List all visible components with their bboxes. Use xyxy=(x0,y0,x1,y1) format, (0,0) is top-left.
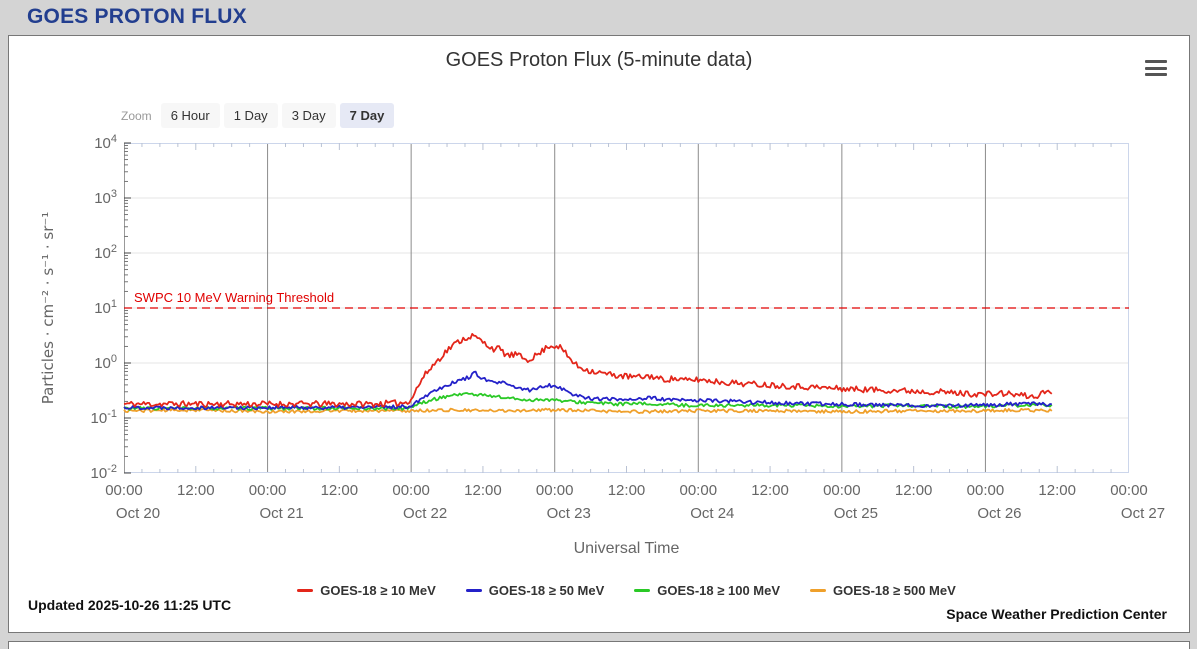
zoom-button-3day[interactable]: 3 Day xyxy=(281,103,336,128)
x-tick-label: 12:00 xyxy=(320,482,359,499)
y-tick-label: 102 xyxy=(94,243,117,262)
y-tick-label: 103 xyxy=(94,188,117,207)
legend-label: GOES-18 ≥ 100 MeV xyxy=(657,583,781,598)
x-axis-title: Universal Time xyxy=(573,540,680,557)
chart-context-menu-icon[interactable] xyxy=(1145,60,1167,76)
x-tick-label: 12:00 xyxy=(894,482,933,499)
x-date-label: Oct 25 xyxy=(833,505,878,522)
x-date-label: Oct 22 xyxy=(403,505,448,522)
zoom-toolbar: Zoom 6 Hour 1 Day 3 Day 7 Day xyxy=(121,103,398,128)
updated-timestamp: Updated 2025-10-26 11:25 UTC xyxy=(28,597,232,613)
x-date-label: Oct 24 xyxy=(690,505,735,522)
zoom-label: Zoom xyxy=(121,108,152,123)
legend-item-100mev[interactable]: GOES-18 ≥ 100 MeV xyxy=(634,583,780,598)
y-tick-label: 10-1 xyxy=(90,408,117,427)
x-date-label: Oct 23 xyxy=(546,505,591,522)
hamburger-bar xyxy=(1145,66,1167,70)
y-tick-label: 10-2 xyxy=(90,463,117,482)
next-panel-edge xyxy=(8,641,1190,649)
goes-proton-flux-panel: GOES Proton Flux (5-minute data) Zoom 6 … xyxy=(8,35,1190,633)
x-tick-label: 00:00 xyxy=(248,482,287,499)
proton-flux-chart[interactable] xyxy=(123,142,1129,474)
x-tick-label: 00:00 xyxy=(392,482,430,499)
page-header: GOES PROTON FLUX xyxy=(0,0,1197,35)
zoom-button-1day[interactable]: 1 Day xyxy=(223,103,278,128)
warning-threshold-label: SWPC 10 MeV Warning Threshold xyxy=(134,290,335,305)
hamburger-bar xyxy=(1145,73,1167,76)
chart-title: GOES Proton Flux (5-minute data) xyxy=(445,49,753,71)
page-title: GOES PROTON FLUX xyxy=(27,5,247,28)
x-date-label: Oct 26 xyxy=(977,505,1022,522)
x-tick-label: 00:00 xyxy=(823,482,861,499)
y-tick-label: 100 xyxy=(94,353,117,372)
legend-marker-icon xyxy=(634,589,651,592)
y-tick-label: 104 xyxy=(94,133,117,152)
plot-area[interactable] xyxy=(123,142,1129,474)
x-tick-label: 00:00 xyxy=(535,482,574,499)
legend-marker-icon xyxy=(297,589,314,592)
y-tick-label: 101 xyxy=(94,298,117,317)
legend-label: GOES-18 ≥ 500 MeV xyxy=(833,583,956,598)
zoom-button-6hour[interactable]: 6 Hour xyxy=(160,103,220,128)
x-date-label: Oct 27 xyxy=(1120,505,1166,522)
x-tick-label: 12:00 xyxy=(177,482,215,499)
swpc-credit: Space Weather Prediction Center xyxy=(946,606,1167,622)
legend-item-500mev[interactable]: GOES-18 ≥ 500 MeV xyxy=(810,583,956,598)
x-tick-label: 00:00 xyxy=(966,482,1005,499)
hamburger-bar xyxy=(1145,60,1167,63)
zoom-button-7day[interactable]: 7 Day xyxy=(339,103,395,128)
legend-item-10mev[interactable]: GOES-18 ≥ 10 MeV xyxy=(297,583,436,598)
legend-label: GOES-18 ≥ 10 MeV xyxy=(320,583,436,598)
x-tick-label: 00:00 xyxy=(679,482,718,499)
legend-item-50mev[interactable]: GOES-18 ≥ 50 MeV xyxy=(465,583,605,598)
x-tick-label: 12:00 xyxy=(1038,482,1076,499)
chart-legend: GOES-18 ≥ 10 MeV GOES-18 ≥ 50 MeV GOES-1… xyxy=(124,583,1129,598)
x-date-label: Oct 20 xyxy=(115,505,161,522)
x-tick-label: 12:00 xyxy=(607,482,646,499)
legend-label: GOES-18 ≥ 50 MeV xyxy=(488,583,605,598)
legend-marker-icon xyxy=(810,589,827,592)
x-tick-label: 12:00 xyxy=(464,482,502,499)
x-tick-label: 12:00 xyxy=(751,482,789,499)
legend-marker-icon xyxy=(465,589,482,592)
x-tick-label: 00:00 xyxy=(105,482,143,499)
x-date-label: Oct 21 xyxy=(259,505,304,522)
x-tick-label: 00:00 xyxy=(1110,482,1148,499)
